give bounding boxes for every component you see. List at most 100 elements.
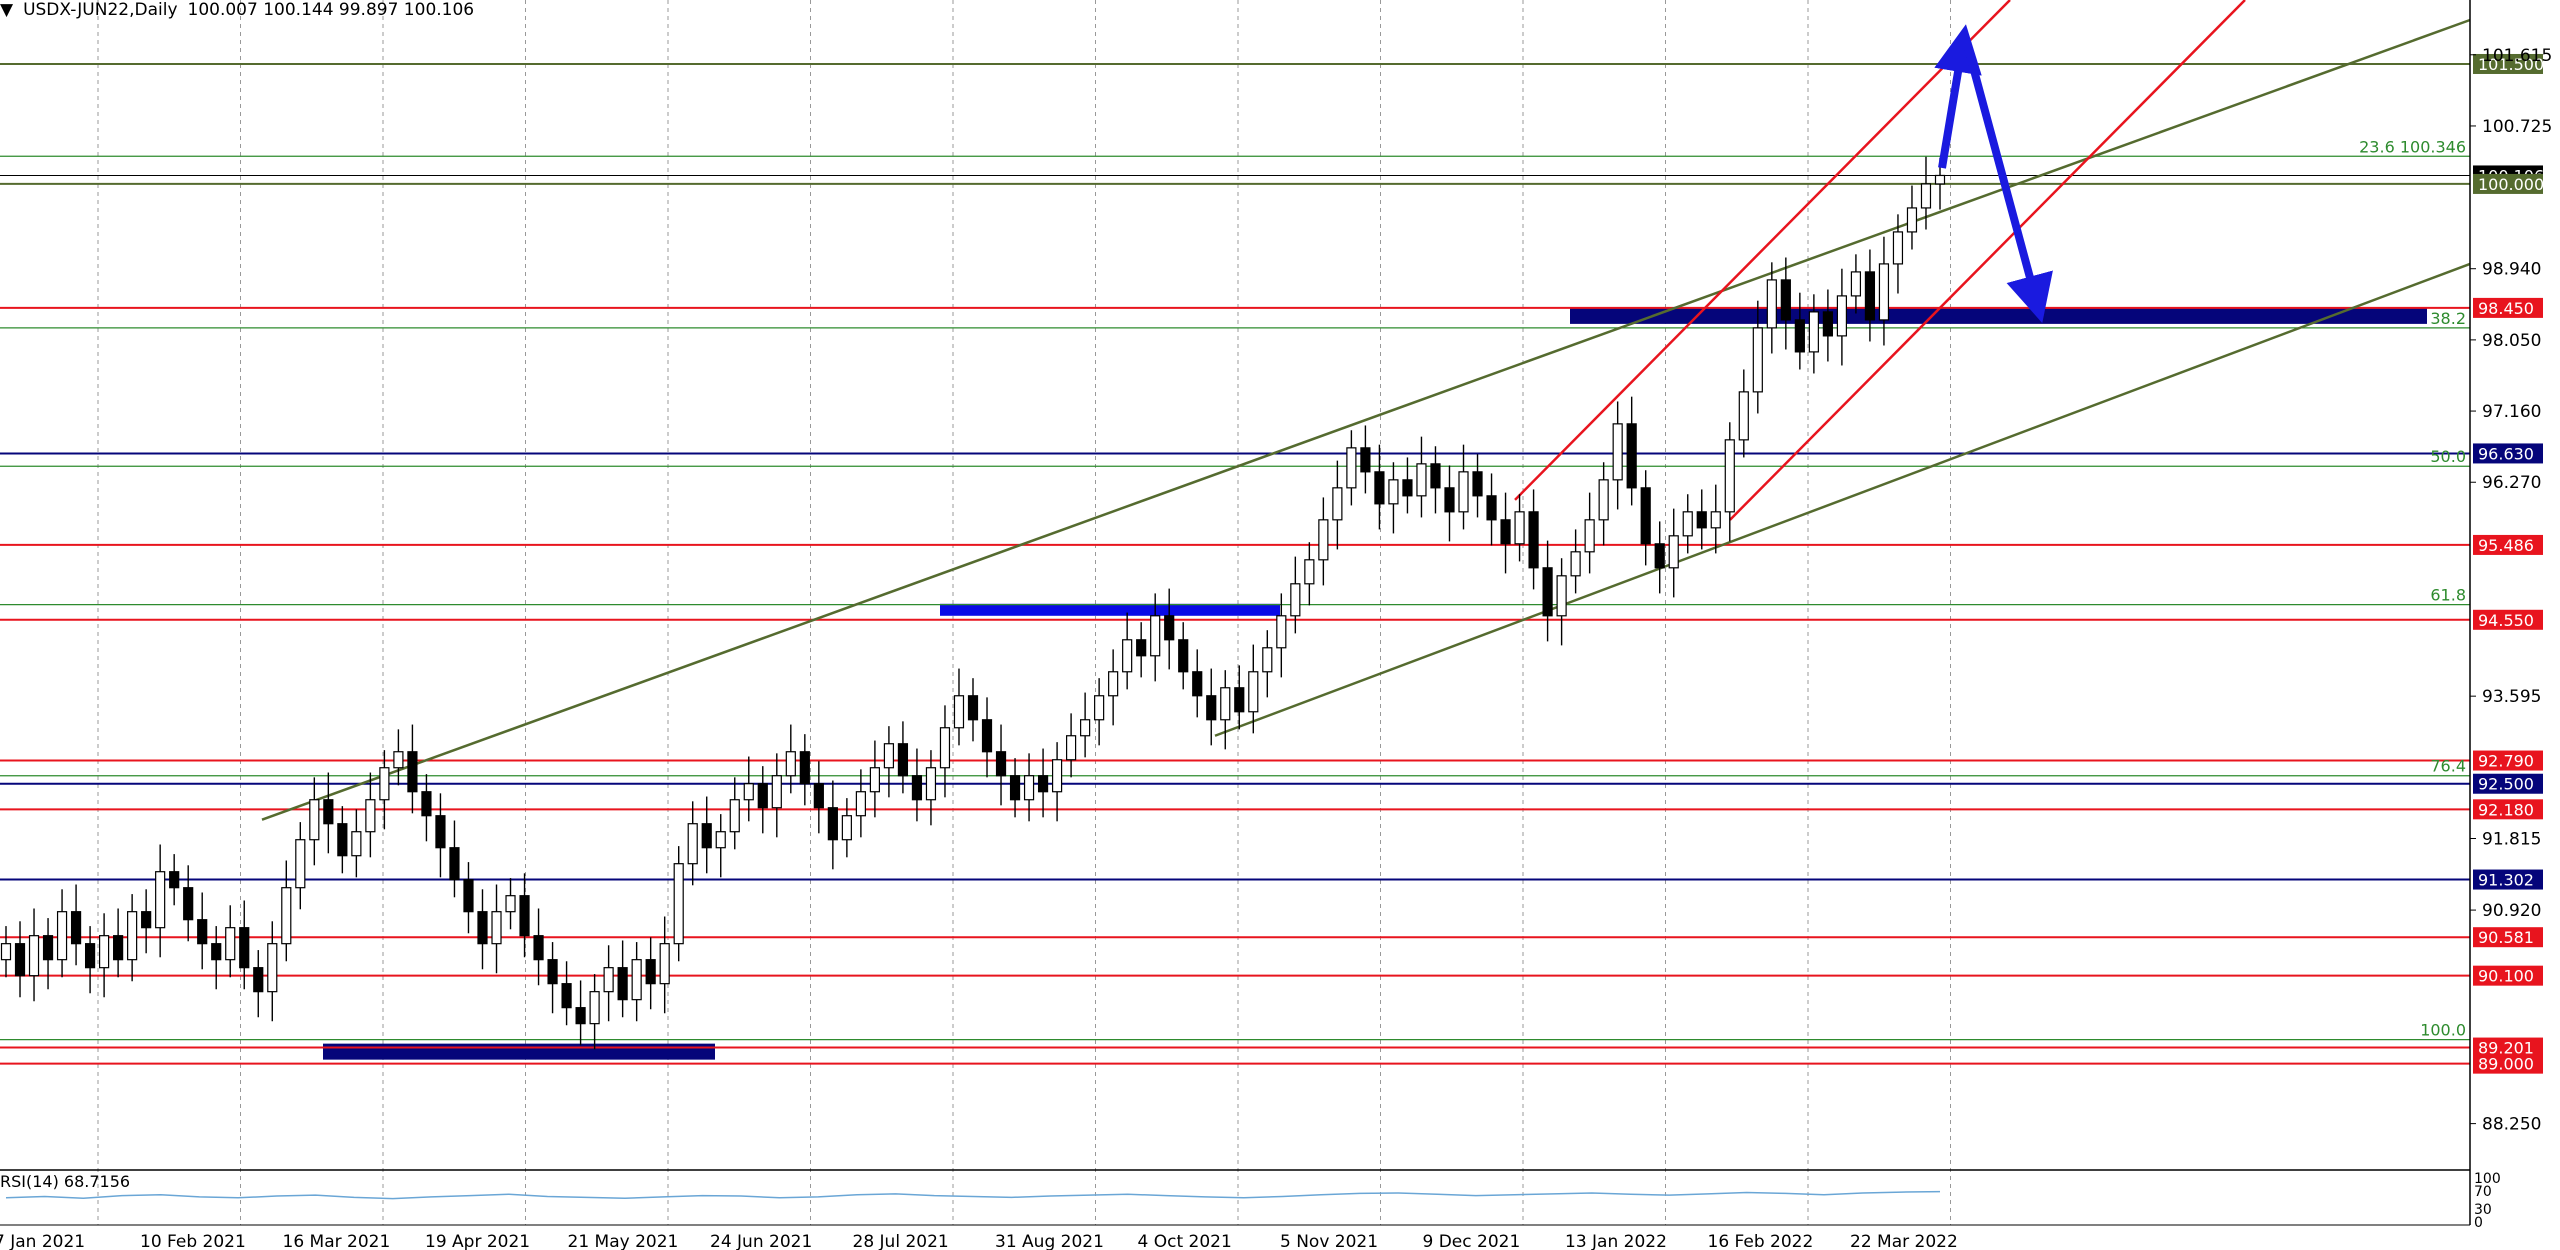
red-channel-lower bbox=[1729, 0, 2246, 521]
price-level-badge bbox=[2473, 443, 2543, 464]
candle-body bbox=[84, 943, 96, 969]
candle-body bbox=[14, 943, 26, 977]
price-level-label: 94.550 bbox=[2478, 611, 2534, 630]
candle-body bbox=[1766, 279, 1777, 329]
x-tick-label: 10 Feb 2021 bbox=[140, 1232, 246, 1250]
candle-body bbox=[1290, 583, 1301, 617]
candle-body bbox=[1682, 511, 1693, 537]
price-level-badge bbox=[2473, 869, 2543, 890]
candle-body bbox=[1388, 479, 1399, 505]
y-tick-label: 96.270 bbox=[2482, 473, 2541, 493]
price-level-badge bbox=[2473, 173, 2543, 194]
candle-body bbox=[729, 799, 740, 833]
candle-body bbox=[211, 943, 222, 961]
candle-body bbox=[1318, 519, 1329, 561]
candle-body bbox=[1051, 759, 1063, 793]
olive-channel-lower bbox=[1214, 262, 2471, 737]
candle-body bbox=[1570, 551, 1581, 577]
fib-label: 23.6 100.346 bbox=[2359, 137, 2466, 156]
candle-body bbox=[1808, 311, 1819, 353]
candle-body bbox=[1108, 671, 1119, 697]
price-level-label: 92.790 bbox=[2478, 752, 2534, 771]
collapse-triangle-icon[interactable]: ▼ bbox=[0, 0, 14, 20]
candle-body bbox=[239, 927, 250, 969]
candle-body bbox=[1192, 671, 1203, 697]
price-level-label: 95.486 bbox=[2478, 536, 2534, 555]
candle-body bbox=[1023, 775, 1035, 801]
candle-body bbox=[1738, 391, 1749, 441]
candle-body bbox=[1066, 735, 1077, 761]
candle-body bbox=[351, 831, 362, 857]
x-tick-label: 4 Oct 2021 bbox=[1138, 1232, 1232, 1250]
candle-body bbox=[939, 727, 951, 769]
red-channel-upper bbox=[1514, 0, 2011, 501]
candle-body bbox=[575, 1007, 586, 1025]
x-tick-label: 16 Feb 2022 bbox=[1708, 1232, 1814, 1250]
candle-body bbox=[1234, 687, 1245, 713]
candle-body bbox=[1794, 319, 1805, 353]
candle-body bbox=[1612, 423, 1623, 481]
price-level-label: 98.450 bbox=[2478, 299, 2534, 318]
candle-body bbox=[1598, 479, 1609, 521]
y-tick-label: 98.940 bbox=[2482, 260, 2541, 280]
candle-body bbox=[56, 911, 68, 961]
x-tick-label: 9 Dec 2021 bbox=[1423, 1232, 1521, 1250]
price-level-badge bbox=[2473, 965, 2543, 986]
candle-body bbox=[813, 783, 824, 809]
rsi-tick-label: 30 bbox=[2474, 1202, 2492, 1218]
y-tick-label: 91.815 bbox=[2482, 830, 2541, 850]
candle-body bbox=[1262, 647, 1273, 673]
candle-body bbox=[155, 871, 166, 929]
ohlc-values: 100.007 100.144 99.897 100.106 bbox=[187, 0, 475, 20]
price-level-label: 100.000 bbox=[2478, 175, 2544, 194]
x-tick-label: 24 Jun 2021 bbox=[710, 1232, 812, 1250]
price-level-badge bbox=[2473, 773, 2543, 794]
candle-body bbox=[183, 887, 194, 921]
x-tick-label: 5 Nov 2021 bbox=[1280, 1232, 1378, 1250]
candle-body bbox=[1892, 231, 1904, 265]
candle-body bbox=[1150, 615, 1161, 657]
candle-body bbox=[1836, 295, 1847, 337]
candle-body bbox=[995, 751, 1007, 777]
fib-label: 38.2 bbox=[2430, 309, 2466, 328]
candle-body bbox=[533, 935, 544, 961]
price-level-badge bbox=[2473, 799, 2543, 820]
y-tick-label: 93.595 bbox=[2482, 687, 2541, 707]
candle-body bbox=[953, 695, 965, 729]
candle-body bbox=[1037, 775, 1049, 793]
candle-body bbox=[1710, 511, 1721, 529]
candle-body bbox=[1080, 719, 1091, 737]
candle-body bbox=[1458, 471, 1469, 513]
candle-body bbox=[561, 983, 572, 1009]
candle-body bbox=[407, 751, 418, 793]
rsi-line bbox=[5, 1190, 1941, 1200]
candle-body bbox=[1542, 567, 1553, 617]
price-level-label: 92.180 bbox=[2478, 800, 2534, 819]
candle-body bbox=[337, 823, 348, 857]
candle-body bbox=[1304, 559, 1315, 585]
candle-body bbox=[435, 815, 446, 849]
candle-body bbox=[42, 935, 54, 961]
candle-body bbox=[841, 815, 852, 841]
candle-body bbox=[1822, 311, 1833, 337]
candle-body bbox=[1780, 279, 1791, 321]
candle-body bbox=[365, 799, 376, 833]
candle-body bbox=[1906, 207, 1918, 233]
candle-body bbox=[645, 959, 656, 985]
fib-label: 61.8 bbox=[2430, 586, 2466, 605]
candle-body bbox=[547, 959, 558, 985]
fib-label: 76.4 bbox=[2430, 757, 2466, 776]
candle-body bbox=[1009, 775, 1021, 801]
candle-body bbox=[379, 767, 390, 801]
candle-body bbox=[113, 935, 124, 961]
levels-layer: 101.500100.106100.00098.45096.63095.4869… bbox=[0, 53, 2544, 1074]
candle-body bbox=[169, 871, 180, 889]
price-level-badge bbox=[2473, 750, 2543, 771]
candle-body bbox=[463, 879, 474, 913]
candle-body bbox=[757, 783, 768, 809]
x-tick-label: 16 Mar 2021 bbox=[283, 1232, 391, 1250]
x-tick-label: 7 Jan 2021 bbox=[0, 1232, 85, 1250]
x-tick-label: 22 Mar 2022 bbox=[1850, 1232, 1958, 1250]
